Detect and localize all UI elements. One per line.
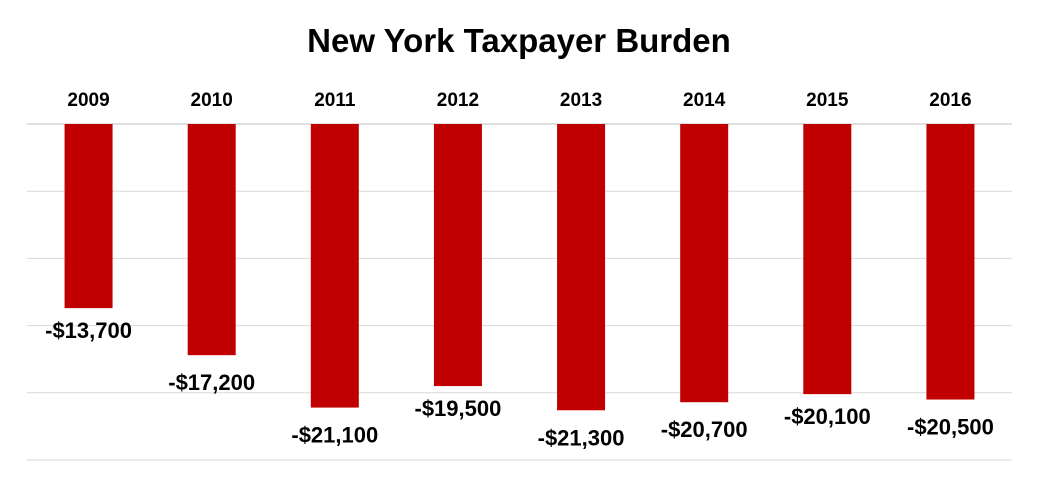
category-label-2011: 2011: [314, 90, 356, 111]
data-label-2013: -$21,300: [538, 425, 625, 450]
bar-2012: [433, 124, 482, 387]
bar-2013: [557, 124, 606, 411]
data-labels: -$13,700 -$17,200 -$21,100 -$19,500 -$21,300…: [45, 318, 994, 450]
data-label-2012: -$19,500: [415, 396, 502, 421]
data-label-2016: -$20,500: [907, 415, 994, 440]
bar-2011: [310, 124, 359, 408]
data-label-2015: -$20,100: [784, 404, 871, 429]
bars: [64, 124, 975, 411]
data-label-2009: -$13,700: [45, 318, 132, 343]
data-label-2010: -$17,200: [168, 370, 255, 395]
category-labels: 2009 2010 2011 2012 2013 2014 2015 2016: [67, 90, 971, 111]
chart-title: New York Taxpayer Burden: [307, 22, 731, 59]
data-label-2011: -$21,100: [291, 423, 378, 448]
bar-2014: [680, 124, 729, 403]
data-label-2014: -$20,700: [661, 417, 748, 442]
bar-2010: [187, 124, 236, 356]
category-label-2016: 2016: [929, 90, 971, 111]
category-label-2015: 2015: [806, 90, 849, 111]
category-label-2012: 2012: [437, 90, 479, 111]
bar-2009: [64, 124, 113, 309]
bar-2015: [803, 124, 852, 395]
category-label-2010: 2010: [191, 90, 233, 111]
category-label-2009: 2009: [67, 90, 109, 111]
bar-2016: [926, 124, 975, 400]
category-label-2013: 2013: [560, 90, 602, 111]
category-label-2014: 2014: [683, 90, 726, 111]
